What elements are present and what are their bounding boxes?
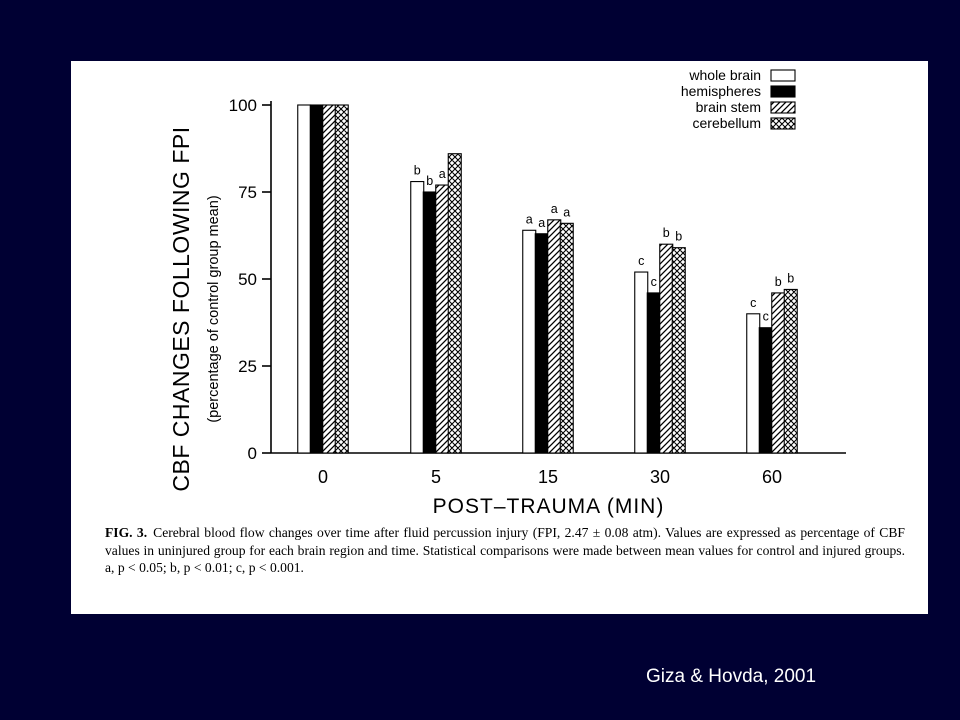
caption-label: FIG. 3. [105, 525, 148, 540]
bars-layer [297, 104, 798, 454]
y-tick-label: 100 [229, 96, 257, 115]
significance-label: b [675, 230, 682, 244]
bar-hemispheres [646, 292, 661, 454]
bar-hemispheres [422, 191, 437, 454]
legend-label: whole brain [688, 67, 761, 83]
figure-panel: 0 25 50 75 100 CBF CHANGES FOLLOWING FPI (perc… [71, 61, 928, 614]
legend-swatch [770, 85, 796, 98]
bar-brain-stem [547, 219, 562, 454]
x-tick-label: 5 [431, 467, 441, 487]
bar-brain-stem [322, 104, 337, 454]
y-tick-label: 50 [238, 270, 257, 289]
legend-swatch [770, 117, 796, 130]
y-axis-subtitle: (percentage of control group mean) [206, 195, 222, 422]
x-axis-title: POST–TRAUMA (MIN) [433, 495, 665, 518]
significance-label: a [551, 202, 558, 216]
significance-label: a [563, 205, 570, 219]
bar-cerebellum [671, 247, 686, 454]
significance-label: b [426, 174, 433, 188]
bar-hemispheres [309, 104, 324, 454]
significance-label: b [775, 275, 782, 289]
x-tick-label: 60 [762, 467, 782, 487]
bar-hemispheres [758, 327, 773, 454]
significance-label: b [414, 164, 421, 178]
y-axis-title: CBF CHANGES FOLLOWING FPI [168, 126, 194, 491]
legend-label: hemispheres [681, 83, 761, 99]
citation-credit: Giza & Hovda, 2001 [646, 666, 817, 687]
significance-label: b [787, 271, 794, 285]
significance-label: c [638, 254, 644, 268]
significance-label: c [651, 275, 657, 289]
bar-brain-stem [659, 243, 674, 454]
bar-cerebellum [334, 104, 349, 454]
x-tick-label: 0 [318, 467, 328, 487]
legend-swatch [770, 101, 796, 114]
significance-label: a [538, 216, 545, 230]
bar-brain-stem [435, 184, 450, 454]
legend-label: cerebellum [693, 115, 761, 131]
bar-hemispheres [534, 233, 549, 454]
caption-text: Cerebral blood flow changes over time af… [105, 525, 905, 575]
bar-whole-brain [634, 271, 649, 454]
significance-label: c [750, 296, 756, 310]
significance-label: b [663, 226, 670, 240]
bar-whole-brain [297, 104, 312, 454]
y-tick-label: 75 [238, 183, 257, 202]
x-tick-label: 30 [650, 467, 670, 487]
legend-swatch [770, 69, 796, 82]
significance-label: c [763, 310, 769, 324]
bar-cerebellum [783, 288, 798, 454]
x-tick-label: 15 [538, 467, 558, 487]
bar-whole-brain [410, 181, 425, 454]
bar-whole-brain [746, 313, 761, 454]
significance-label: a [526, 212, 533, 226]
bar-cerebellum [447, 153, 462, 454]
bar-cerebellum [559, 222, 574, 454]
y-tick-label: 0 [248, 444, 257, 463]
legend-label: brain stem [696, 99, 761, 115]
bar-whole-brain [522, 229, 537, 454]
figure-caption: FIG. 3. Cerebral blood flow changes over … [105, 524, 905, 577]
bar-brain-stem [771, 292, 786, 454]
y-tick-label: 25 [238, 357, 257, 376]
significance-label: a [439, 167, 446, 181]
